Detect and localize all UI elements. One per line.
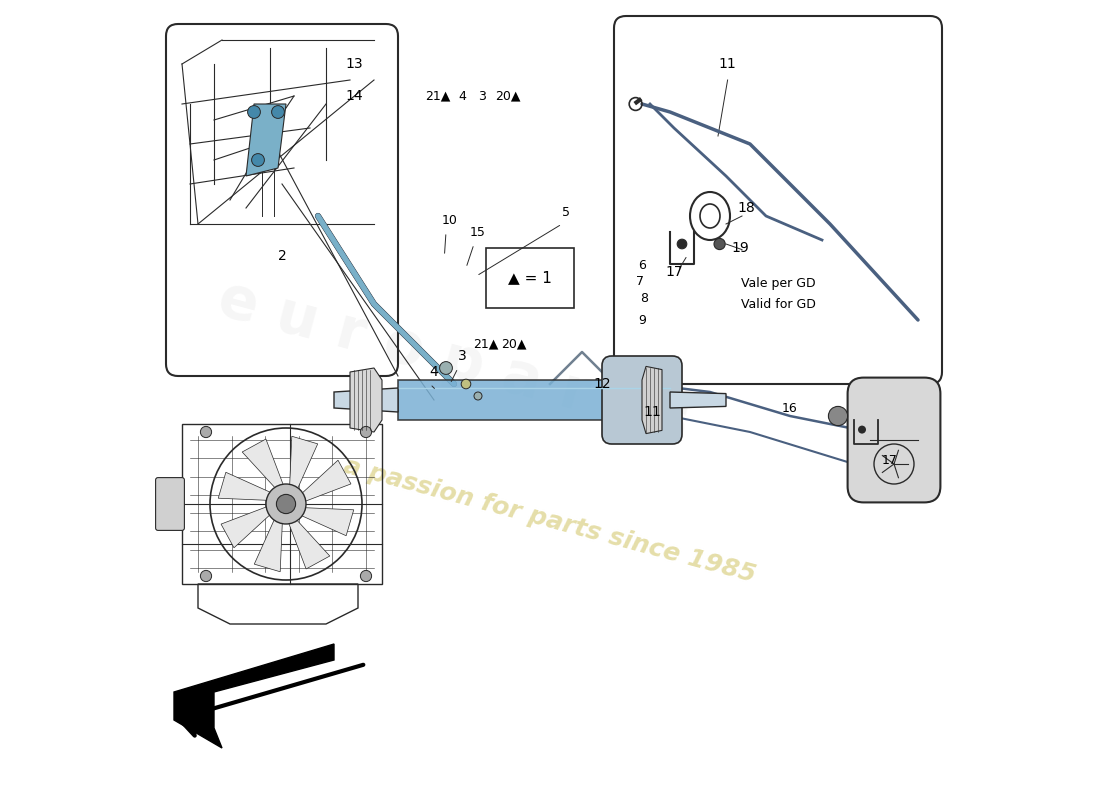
- FancyBboxPatch shape: [848, 378, 940, 502]
- Text: 6: 6: [638, 259, 646, 272]
- Circle shape: [252, 154, 264, 166]
- Circle shape: [828, 406, 848, 426]
- Circle shape: [714, 238, 725, 250]
- Text: Valid for GD: Valid for GD: [740, 298, 815, 310]
- Text: 4: 4: [458, 90, 466, 102]
- Circle shape: [361, 426, 372, 438]
- Polygon shape: [246, 104, 286, 176]
- Text: 20▲: 20▲: [502, 338, 527, 350]
- Text: a passion for parts since 1985: a passion for parts since 1985: [341, 454, 759, 586]
- Text: 17: 17: [666, 265, 683, 279]
- Text: 10: 10: [442, 214, 458, 226]
- Circle shape: [440, 362, 452, 374]
- Polygon shape: [174, 644, 334, 748]
- Circle shape: [200, 570, 211, 582]
- Text: 16: 16: [782, 402, 797, 414]
- Circle shape: [678, 239, 686, 249]
- FancyBboxPatch shape: [602, 356, 682, 444]
- Text: 8: 8: [640, 292, 648, 305]
- Bar: [398, 380, 670, 420]
- Polygon shape: [289, 436, 318, 495]
- Polygon shape: [218, 472, 277, 501]
- Text: 14: 14: [345, 89, 363, 103]
- Polygon shape: [242, 439, 286, 494]
- Text: 11: 11: [644, 405, 661, 419]
- Circle shape: [276, 494, 296, 514]
- Text: 17: 17: [882, 454, 898, 466]
- Text: Vale per GD: Vale per GD: [740, 278, 815, 290]
- Text: 21▲: 21▲: [473, 338, 498, 350]
- FancyBboxPatch shape: [486, 248, 574, 308]
- Polygon shape: [350, 368, 382, 432]
- Polygon shape: [221, 504, 275, 548]
- Text: 4: 4: [430, 365, 439, 379]
- FancyBboxPatch shape: [155, 478, 185, 530]
- Text: e u r o p a r t s: e u r o p a r t s: [212, 270, 696, 450]
- Text: 5: 5: [562, 206, 570, 218]
- Text: 7: 7: [637, 275, 645, 288]
- Text: 18: 18: [737, 201, 755, 215]
- Text: 20▲: 20▲: [495, 90, 520, 102]
- Text: 21▲: 21▲: [426, 90, 451, 102]
- Circle shape: [461, 379, 471, 389]
- Polygon shape: [642, 366, 662, 434]
- Text: 3: 3: [478, 90, 486, 102]
- Circle shape: [266, 484, 306, 524]
- Polygon shape: [670, 392, 726, 408]
- Text: 13: 13: [345, 57, 363, 71]
- Text: ▲ = 1: ▲ = 1: [508, 270, 552, 285]
- Text: 15: 15: [470, 226, 486, 238]
- Circle shape: [200, 426, 211, 438]
- Text: 9: 9: [638, 314, 646, 326]
- Circle shape: [858, 426, 866, 434]
- Polygon shape: [286, 514, 330, 569]
- Polygon shape: [334, 388, 398, 412]
- Circle shape: [474, 392, 482, 400]
- Text: 12: 12: [593, 377, 611, 391]
- Text: 11: 11: [718, 57, 737, 71]
- Circle shape: [248, 106, 261, 118]
- Circle shape: [361, 570, 372, 582]
- Text: 19: 19: [732, 241, 749, 255]
- Polygon shape: [295, 507, 354, 536]
- Polygon shape: [254, 513, 283, 572]
- Circle shape: [272, 106, 285, 118]
- Text: 2: 2: [277, 249, 286, 263]
- Polygon shape: [297, 460, 351, 504]
- Text: 3: 3: [458, 349, 466, 363]
